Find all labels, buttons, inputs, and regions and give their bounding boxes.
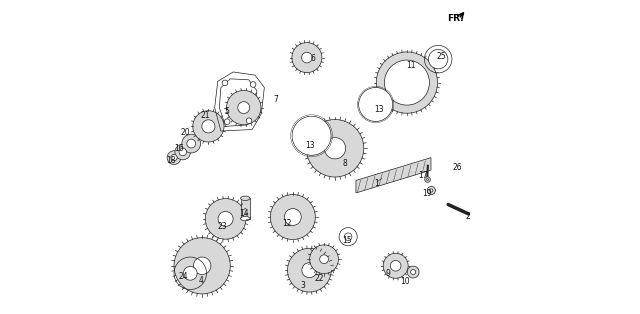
Circle shape xyxy=(193,111,224,142)
Circle shape xyxy=(425,177,430,182)
Circle shape xyxy=(363,92,388,117)
Circle shape xyxy=(301,52,312,63)
Circle shape xyxy=(222,80,228,86)
Text: 20: 20 xyxy=(180,128,190,137)
Text: 21: 21 xyxy=(200,111,210,120)
Circle shape xyxy=(174,238,230,294)
Circle shape xyxy=(225,119,230,124)
Circle shape xyxy=(429,189,433,192)
Circle shape xyxy=(302,263,317,278)
Text: 14: 14 xyxy=(239,209,249,219)
Text: 24: 24 xyxy=(179,272,188,281)
Circle shape xyxy=(250,82,256,87)
Circle shape xyxy=(171,154,177,161)
Text: 6: 6 xyxy=(310,54,316,63)
Text: 5: 5 xyxy=(225,107,229,116)
Circle shape xyxy=(344,233,352,241)
Circle shape xyxy=(324,138,346,159)
Text: 9: 9 xyxy=(386,269,390,278)
Ellipse shape xyxy=(241,196,250,200)
Circle shape xyxy=(284,208,301,225)
Circle shape xyxy=(202,120,215,133)
Circle shape xyxy=(193,257,211,274)
Circle shape xyxy=(428,187,435,194)
Circle shape xyxy=(292,43,322,73)
Circle shape xyxy=(175,144,191,160)
Text: 22: 22 xyxy=(315,274,324,283)
Circle shape xyxy=(182,134,200,153)
Circle shape xyxy=(227,90,261,125)
Circle shape xyxy=(320,255,328,263)
Text: 25: 25 xyxy=(436,52,446,61)
Circle shape xyxy=(292,116,331,155)
Circle shape xyxy=(407,266,419,278)
Circle shape xyxy=(383,253,408,278)
Circle shape xyxy=(218,211,233,226)
Text: 4: 4 xyxy=(198,276,203,285)
Circle shape xyxy=(287,248,332,292)
Circle shape xyxy=(184,266,197,280)
Circle shape xyxy=(187,139,196,148)
Ellipse shape xyxy=(241,216,250,221)
Circle shape xyxy=(390,261,401,271)
Text: FR.: FR. xyxy=(447,14,464,23)
Polygon shape xyxy=(356,158,431,193)
Circle shape xyxy=(310,245,339,273)
Circle shape xyxy=(428,50,448,69)
Circle shape xyxy=(246,118,252,123)
Circle shape xyxy=(427,179,428,181)
Text: 16: 16 xyxy=(175,144,184,153)
Circle shape xyxy=(270,194,316,240)
Text: 18: 18 xyxy=(166,156,175,165)
Text: 2: 2 xyxy=(465,212,470,221)
Circle shape xyxy=(385,60,429,105)
Text: 17: 17 xyxy=(418,171,428,180)
Text: 3: 3 xyxy=(300,281,305,290)
Text: 8: 8 xyxy=(342,160,347,168)
Text: 15: 15 xyxy=(342,236,353,245)
Circle shape xyxy=(205,198,246,239)
Bar xyxy=(241,198,250,219)
Circle shape xyxy=(167,151,181,165)
Text: 10: 10 xyxy=(400,277,410,286)
Text: 11: 11 xyxy=(406,61,416,70)
Circle shape xyxy=(307,120,364,177)
Text: 23: 23 xyxy=(218,222,227,231)
Text: 7: 7 xyxy=(273,95,278,104)
Text: 26: 26 xyxy=(452,163,461,171)
Circle shape xyxy=(179,148,186,156)
Text: 19: 19 xyxy=(422,189,432,198)
Circle shape xyxy=(411,269,415,274)
Text: 13: 13 xyxy=(305,141,315,149)
Circle shape xyxy=(376,52,438,113)
Text: 13: 13 xyxy=(374,105,383,114)
Circle shape xyxy=(238,102,250,114)
Text: 12: 12 xyxy=(282,219,291,228)
Circle shape xyxy=(297,121,326,150)
Text: 1: 1 xyxy=(374,179,379,188)
Circle shape xyxy=(359,88,392,122)
